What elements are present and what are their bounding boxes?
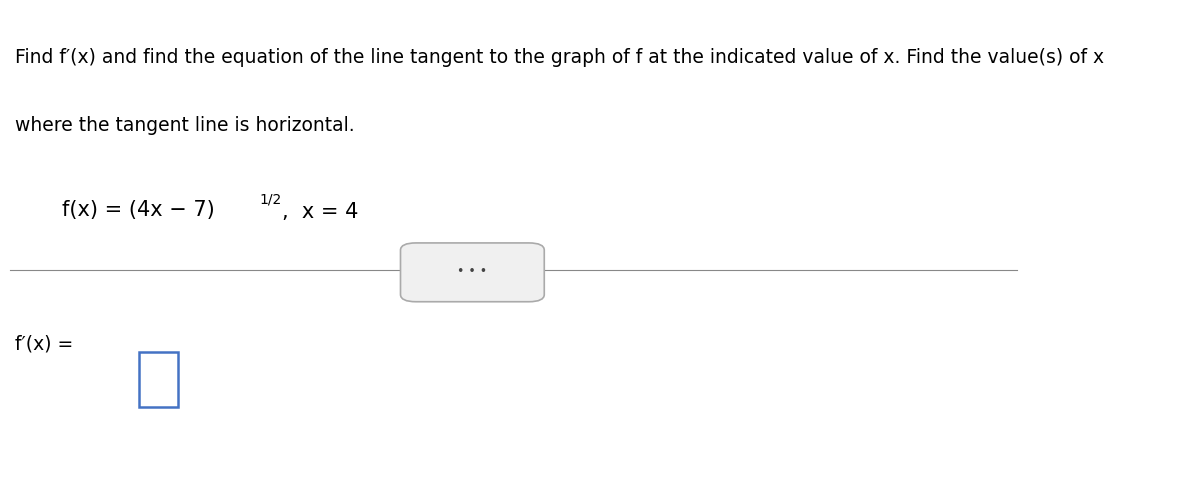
FancyBboxPatch shape	[139, 352, 178, 407]
Text: ,  x = 4: , x = 4	[282, 202, 359, 222]
FancyBboxPatch shape	[401, 243, 545, 302]
Text: 1/2: 1/2	[260, 193, 282, 207]
Text: Find f′(x) and find the equation of the line tangent to the graph of f at the in: Find f′(x) and find the equation of the …	[16, 48, 1104, 67]
Text: f(x) = (4x − 7): f(x) = (4x − 7)	[61, 200, 215, 220]
Text: f′(x) =: f′(x) =	[16, 335, 79, 354]
Text: • • •: • • •	[457, 265, 487, 278]
Text: where the tangent line is horizontal.: where the tangent line is horizontal.	[16, 116, 355, 134]
